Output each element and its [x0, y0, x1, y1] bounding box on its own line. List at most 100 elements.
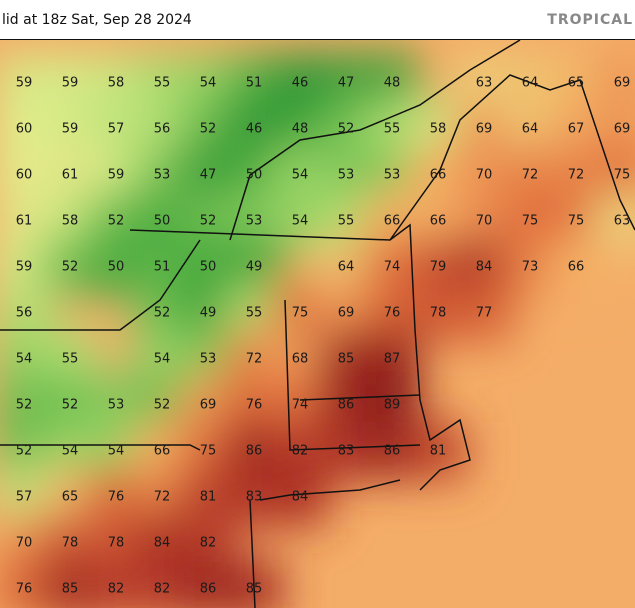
temperature-label: 69 [614, 122, 631, 137]
temperature-label: 67 [568, 122, 585, 137]
temperature-label: 76 [384, 306, 401, 321]
temperature-label: 82 [154, 582, 171, 597]
temperature-label: 78 [62, 536, 79, 551]
temperature-label: 86 [246, 444, 263, 459]
temperature-label: 84 [476, 260, 493, 275]
temperature-label: 78 [430, 306, 447, 321]
temperature-label: 69 [614, 76, 631, 91]
temperature-label: 53 [108, 398, 125, 413]
temperature-label: 52 [16, 398, 33, 413]
temperature-label: 49 [200, 306, 217, 321]
temperature-label: 66 [430, 214, 447, 229]
temperature-label: 52 [62, 260, 79, 275]
temperature-label: 72 [246, 352, 263, 367]
temperature-label: 53 [154, 168, 171, 183]
temperature-label: 50 [154, 214, 171, 229]
header-bar [0, 0, 635, 38]
temperature-label: 81 [200, 490, 217, 505]
temperature-label: 77 [476, 306, 493, 321]
temperature-label: 79 [430, 260, 447, 275]
temperature-label: 46 [246, 122, 263, 137]
temperature-label: 47 [200, 168, 217, 183]
temperature-label: 65 [568, 76, 585, 91]
temperature-cell [455, 284, 513, 342]
temperature-label: 52 [16, 444, 33, 459]
temperature-label: 55 [246, 306, 263, 321]
temperature-field [0, 54, 635, 608]
temperature-label: 81 [430, 444, 447, 459]
temperature-label: 70 [476, 168, 493, 183]
temperature-label: 83 [338, 444, 355, 459]
temperature-label: 53 [338, 168, 355, 183]
temperature-label: 54 [292, 214, 309, 229]
temperature-label: 66 [430, 168, 447, 183]
temperature-label: 55 [338, 214, 355, 229]
temperature-label: 66 [154, 444, 171, 459]
temperature-label: 54 [16, 352, 33, 367]
temperature-label: 86 [384, 444, 401, 459]
temperature-label: 69 [200, 398, 217, 413]
field: 59 59 58 55 54 51 46 47 48 63 64 65 69 60 59 57 56 52 46 48… [0, 39, 635, 608]
temperature-cell [547, 238, 605, 296]
temperature-label: 54 [108, 444, 125, 459]
temperature-label: 69 [338, 306, 355, 321]
temperature-label: 54 [200, 76, 217, 91]
temperature-label: 75 [200, 444, 217, 459]
temperature-label: 76 [108, 490, 125, 505]
temperature-label: 68 [292, 352, 309, 367]
temperature-label: 87 [384, 352, 401, 367]
temperature-label: 53 [384, 168, 401, 183]
temperature-label: 66 [568, 260, 585, 275]
temperature-label: 75 [568, 214, 585, 229]
temperature-label: 64 [338, 260, 355, 275]
temperature-label: 50 [200, 260, 217, 275]
valid-time: lid at 18z Sat, Sep 28 2024 [2, 12, 192, 28]
temperature-label: 76 [16, 582, 33, 597]
temperature-label: 63 [614, 214, 631, 229]
product-label: TROPICAL [547, 12, 633, 28]
temperature-label: 61 [16, 214, 33, 229]
temperature-label: 57 [16, 490, 33, 505]
temperature-label: 58 [430, 122, 447, 137]
temperature-label: 85 [338, 352, 355, 367]
temperature-label: 64 [522, 122, 539, 137]
temperature-label: 84 [154, 536, 171, 551]
temperature-label: 55 [62, 352, 79, 367]
temperature-label: 60 [16, 122, 33, 137]
temperature-label: 75 [522, 214, 539, 229]
temperature-label: 69 [476, 122, 493, 137]
temperature-label: 73 [522, 260, 539, 275]
temperature-label: 59 [16, 76, 33, 91]
temperature-label: 75 [292, 306, 309, 321]
temperature-label: 76 [246, 398, 263, 413]
temperature-label: 57 [108, 122, 125, 137]
temperature-label: 59 [62, 122, 79, 137]
temperature-label: 86 [338, 398, 355, 413]
temperature-label: 55 [154, 76, 171, 91]
temperature-label: 52 [200, 122, 217, 137]
boundaries [0, 39, 635, 608]
temperature-label: 65 [62, 490, 79, 505]
temperature-label: 52 [108, 214, 125, 229]
temperature-label: 70 [16, 536, 33, 551]
temperature-label: 51 [246, 76, 263, 91]
temperature-label: 75 [614, 168, 631, 183]
temperature-label: 83 [246, 490, 263, 505]
temperature-label: 82 [200, 536, 217, 551]
temperature-label: 74 [384, 260, 401, 275]
temperature-label: 54 [154, 352, 171, 367]
temperature-label: 72 [154, 490, 171, 505]
temperature-label: 55 [384, 122, 401, 137]
temperature-label: 58 [62, 214, 79, 229]
temperature-label: 54 [62, 444, 79, 459]
temperature-label: 52 [154, 306, 171, 321]
temperature-label: 89 [384, 398, 401, 413]
temperature-label: 86 [200, 582, 217, 597]
value-labels: 59 59 58 55 54 51 46 47 48 63 64 65 69 60 59 57 56 52 46 48… [16, 76, 631, 597]
temperature-label: 82 [292, 444, 309, 459]
temperature-label: 59 [62, 76, 79, 91]
temperature-label: 52 [154, 398, 171, 413]
temperature-label: 53 [246, 214, 263, 229]
temperature-label: 85 [62, 582, 79, 597]
